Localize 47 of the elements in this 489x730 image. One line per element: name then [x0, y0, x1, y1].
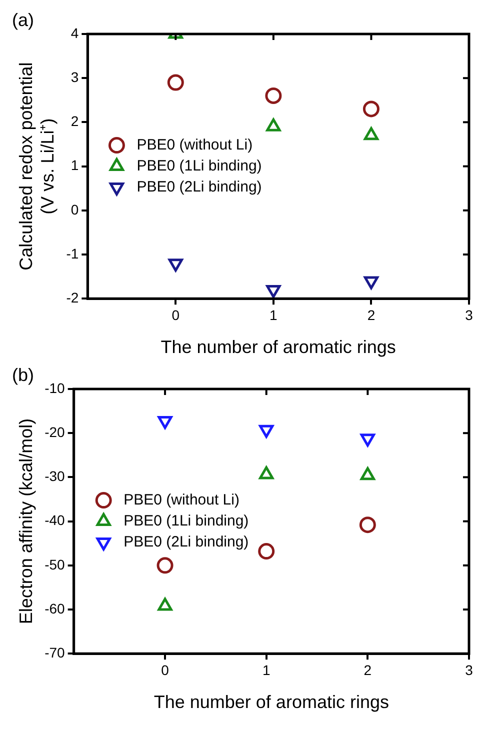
y-tick-label: -50 — [44, 556, 66, 572]
text: (a) — [12, 10, 34, 30]
y-tick-label: -40 — [44, 512, 66, 528]
y-tick-label: -30 — [44, 468, 66, 484]
point — [259, 424, 274, 438]
y-tick-label: 1 — [70, 157, 79, 174]
text: (b) — [12, 364, 34, 385]
legend-label: PBE0 (without Li) — [136, 136, 253, 154]
x-tick-label: 0 — [172, 306, 180, 323]
x-axis-title: The number of aromatic rings — [160, 337, 396, 358]
y-tick-label: -2 — [66, 289, 79, 306]
legend-label: PBE0 (2Li binding) — [124, 533, 249, 550]
point — [167, 74, 184, 91]
x-tick-label: 3 — [465, 662, 474, 678]
point — [158, 598, 172, 611]
point — [359, 516, 376, 534]
point — [158, 416, 172, 429]
point — [156, 557, 174, 574]
legend-label: PBE0 (1Li binding) — [136, 157, 262, 174]
x-tick-label: 2 — [367, 306, 376, 323]
point — [258, 543, 275, 560]
point — [360, 434, 375, 447]
y-tick-label: -1 — [66, 245, 79, 262]
legend-label: PBE0 (1Li binding) — [124, 512, 249, 530]
y-tick-label: -20 — [44, 424, 66, 440]
y-axis-title: Calculated redox potential (V vs. Li/Li⁺) — [16, 62, 58, 270]
legend-label: PBE0 (2Li binding) — [136, 178, 262, 196]
legend-label: PBE0 (without Li) — [124, 491, 240, 508]
x-tick-label: 0 — [161, 662, 170, 678]
y-tick-label: 3 — [70, 68, 79, 85]
point — [265, 87, 282, 104]
x-axis-title: The number of aromatic rings — [154, 692, 389, 712]
point — [364, 276, 379, 290]
x-tick-label: 1 — [270, 306, 278, 323]
y-tick-label: -70 — [44, 644, 66, 660]
point — [168, 258, 183, 272]
point — [266, 285, 281, 298]
y-tick-label: 4 — [70, 24, 79, 41]
y-axis-title: Electron affinity (kcal/mol) — [16, 418, 36, 624]
x-tick-label: 2 — [364, 662, 372, 678]
x-tick-label: 1 — [262, 662, 270, 678]
y-tick-label: -60 — [44, 600, 66, 616]
y-tick-label: 2 — [70, 113, 79, 130]
y-tick-label: -10 — [44, 380, 66, 396]
point — [362, 100, 380, 118]
y-tick-label: 0 — [70, 201, 79, 218]
x-tick-label: 3 — [465, 306, 474, 323]
